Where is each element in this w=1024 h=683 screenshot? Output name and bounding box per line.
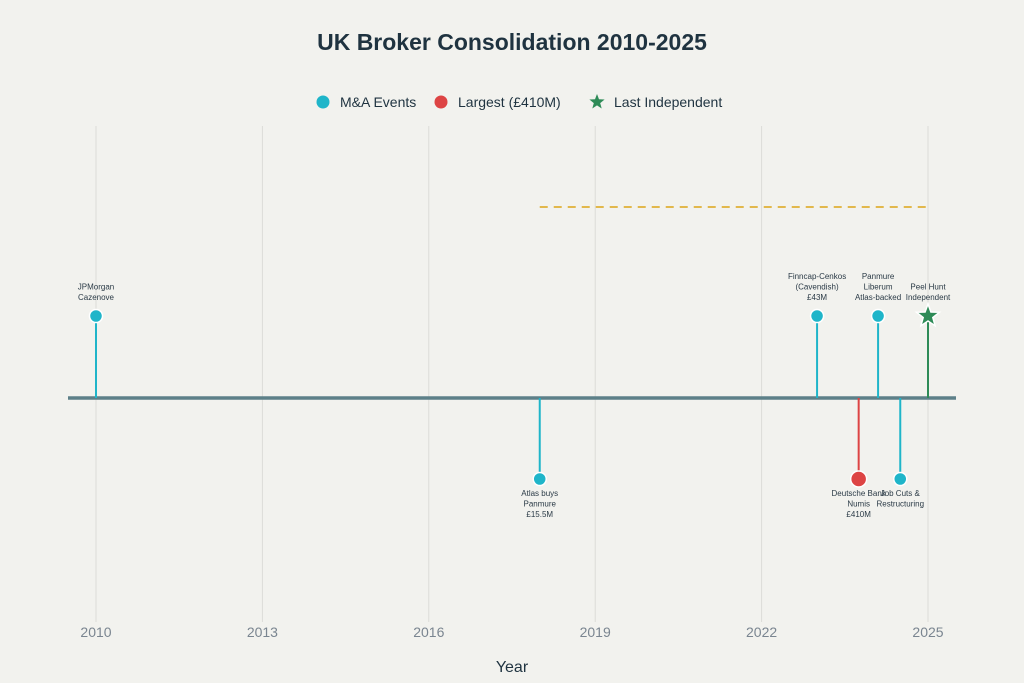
x-axis-title: Year (496, 659, 529, 676)
gridlines (95, 126, 929, 622)
legend-star-marker (589, 94, 605, 109)
event-marker (809, 308, 825, 324)
event-label-line: Deutsche Bank (832, 489, 887, 498)
legend-label: Last Independent (614, 94, 722, 110)
event-label-line: Liberum (864, 283, 893, 292)
event-label-line: Panmure (862, 272, 895, 281)
legend-circle-marker (434, 95, 448, 109)
legend-label: Largest (£410M) (458, 94, 561, 110)
event-label-line: £410M (846, 510, 871, 519)
event-label-line: Job Cuts & (881, 489, 921, 498)
event-star-marker (914, 301, 942, 328)
event-label-line: Atlas-backed (855, 293, 901, 302)
event-label-line: Atlas buys (521, 489, 558, 498)
x-tick-label: 2010 (80, 624, 111, 640)
event-label-line: Independent (906, 293, 951, 302)
x-tick-label: 2025 (912, 624, 943, 640)
x-ticks: 2010 2013 2016 2019 2022 2025 (80, 624, 943, 640)
legend-label: M&A Events (340, 94, 416, 110)
x-tick-label: 2022 (746, 624, 777, 640)
event-label-line: Restructuring (876, 500, 924, 509)
event-marker (532, 471, 547, 487)
event-marker (870, 308, 886, 324)
legend: M&A Events Largest (£410M) Last Independen… (316, 94, 722, 110)
event-label-line: £15.5M (526, 510, 553, 519)
x-tick-label: 2019 (580, 624, 611, 640)
event-marker (88, 308, 104, 324)
event-marker (849, 470, 868, 488)
event-label-line: JPMorgan (78, 283, 114, 292)
legend-circle-marker (316, 95, 330, 109)
event-label-line: Cazenove (78, 293, 115, 302)
x-tick-label: 2016 (413, 624, 444, 640)
event-marker (893, 471, 908, 487)
event-label-line: Panmure (523, 500, 556, 509)
event-label-line: (Cavendish) (795, 283, 838, 292)
x-tick-label: 2013 (247, 624, 278, 640)
event-label-line: Finncap-Cenkos (788, 272, 846, 281)
event-label-line: Peel Hunt (910, 283, 946, 292)
event-label-line: Numis (847, 500, 870, 509)
event-label-line: £43M (807, 293, 827, 302)
chart-title: UK Broker Consolidation 2010-2025 (317, 29, 707, 55)
